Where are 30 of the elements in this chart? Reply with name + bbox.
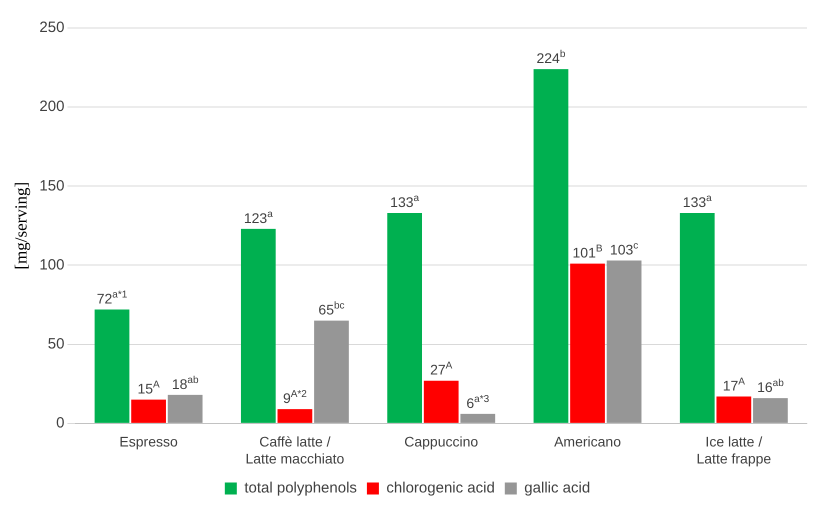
y-axis-title: [mg/serving] <box>12 182 31 270</box>
bar <box>314 320 349 423</box>
bar <box>570 264 605 423</box>
bar <box>460 414 496 423</box>
x-tick-label: Americano <box>554 434 622 450</box>
bar <box>753 398 788 423</box>
bar <box>424 380 459 423</box>
bar <box>680 213 715 423</box>
bar <box>94 310 130 423</box>
bar <box>606 260 642 423</box>
bar <box>240 228 276 423</box>
x-tick-label: Caffè latte / Latte macchiato <box>245 434 345 466</box>
x-tick-label: Espresso <box>119 434 178 450</box>
y-tick-label: 150 <box>39 177 64 194</box>
y-tick-label: 250 <box>39 19 64 36</box>
bar <box>168 394 203 423</box>
x-tick-label: Ice latte / Latte frappe <box>696 434 772 466</box>
y-tick-label: 50 <box>48 335 64 352</box>
bar <box>131 400 166 423</box>
y-tick-label: 200 <box>39 98 64 116</box>
bar <box>387 213 422 423</box>
bar <box>716 396 752 423</box>
bar <box>278 409 312 423</box>
x-tick-label: Cappuccino <box>404 434 478 450</box>
legend-label: total polyphenols <box>244 480 357 497</box>
y-tick-label: 0 <box>56 414 64 432</box>
legend-label: chlorogenic acid <box>386 480 495 497</box>
bar <box>534 69 568 423</box>
legend-label: gallic acid <box>524 480 590 497</box>
y-tick-label: 100 <box>39 256 64 274</box>
